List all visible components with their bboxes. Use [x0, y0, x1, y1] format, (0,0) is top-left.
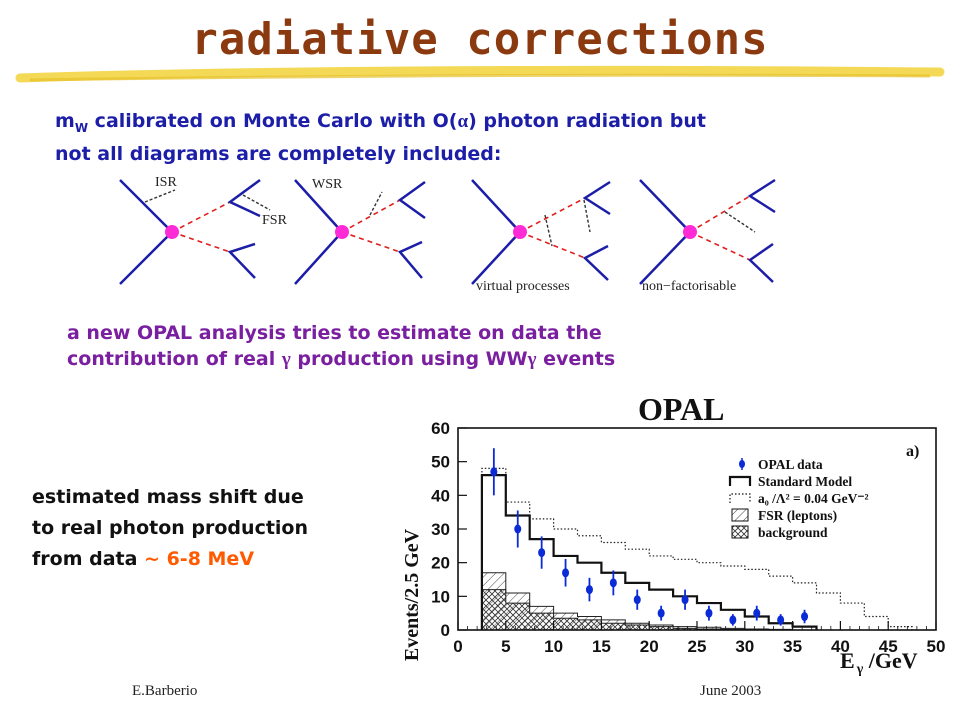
intro-part-2: ) photon radiation but: [468, 110, 706, 132]
vertex-icon: [683, 225, 697, 239]
data-point: [514, 524, 522, 534]
y-tick-label: 10: [431, 587, 450, 606]
legend-label: FSR (leptons): [758, 508, 837, 523]
x-tick-label: 0: [453, 637, 462, 656]
opal-line-2c: events: [536, 348, 616, 370]
fsr-label: FSR: [262, 213, 288, 228]
y-tick-label: 0: [441, 621, 450, 640]
diagram-isr-fsr: ISR FSR: [119, 175, 288, 285]
data-point: [657, 608, 665, 618]
diagram-virtual: virtual processes: [471, 179, 611, 294]
data-point: [490, 467, 498, 477]
legend-label: a₀ /Λ² = 0.04 GeV⁻²: [758, 491, 869, 506]
mass-shift-value: ~ 6-8 MeV: [144, 548, 255, 570]
y-tick-label: 40: [431, 486, 450, 505]
opal-analysis-text: a new OPAL analysis tries to estimate on…: [67, 320, 827, 373]
data-point: [585, 585, 593, 595]
legend-hatch-icon: [731, 508, 749, 522]
alpha-symbol: α: [457, 111, 469, 132]
feynman-diagrams: ISR FSR WSR virtual processes: [119, 175, 776, 294]
x-tick-label: 10: [544, 637, 563, 656]
legend-label: background: [758, 525, 828, 540]
x-tick-label: 5: [501, 637, 510, 656]
title-underline: [15, 65, 945, 83]
gamma-symbol: γ: [281, 349, 291, 370]
opal-line-2a: contribution of real: [67, 348, 282, 370]
data-point: [753, 608, 761, 618]
virtual-label: virtual processes: [476, 279, 570, 294]
panel-label: a): [906, 443, 919, 460]
mass-shift-text: estimated mass shift due to real photon …: [32, 482, 372, 575]
x-tick-label: 50: [927, 637, 946, 656]
shift-line-3a: from data: [32, 548, 145, 570]
y-axis-label: Events/2.5 GeV: [401, 528, 423, 661]
footer-date: June 2003: [700, 683, 762, 699]
shift-line-3: from data ~ 6-8 MeV: [32, 544, 372, 575]
nonfact-label: non−factorisable: [642, 279, 736, 294]
legend-label: Standard Model: [758, 474, 852, 489]
x-tick-label: 20: [640, 637, 659, 656]
y-tick-label: 60: [431, 419, 450, 438]
x-tick-label: 40: [831, 637, 850, 656]
x-label-e: E: [840, 648, 855, 673]
x-tick-label: 15: [592, 637, 611, 656]
x-label-unit: /GeV: [863, 648, 917, 673]
intro-line-1: mW calibrated on Monte Carlo with O(α) p…: [55, 108, 875, 141]
data-point: [609, 578, 617, 588]
intro-part-1: calibrated on Monte Carlo with O(: [88, 110, 458, 132]
data-point: [777, 615, 785, 625]
opal-line-2: contribution of real γ production using …: [67, 346, 827, 373]
vertex-icon: [513, 225, 527, 239]
slide-title: radiative corrections: [191, 14, 769, 65]
x-tick-label: 35: [783, 637, 802, 656]
y-tick-label: 20: [431, 554, 450, 573]
data-point: [633, 595, 641, 605]
plot-area: 0 5 10 15 20 25 30 35 40 45 50 0 10 20 30 40 50 60 a) OPAL …: [431, 419, 945, 656]
y-tick-label: 30: [431, 520, 450, 539]
intro-text: mW calibrated on Monte Carlo with O(α) p…: [55, 108, 875, 167]
diagram-nonfactorisable: non−factorisable: [639, 178, 776, 294]
x-label-gamma: γ: [856, 662, 864, 677]
chart-title: OPAL: [638, 391, 725, 427]
isr-label: ISR: [155, 175, 177, 190]
legend-data-icon: [739, 460, 745, 468]
mw-m: m: [55, 110, 75, 132]
data-point: [562, 568, 570, 578]
x-tick-label: 30: [735, 637, 754, 656]
opal-line-1: a new OPAL analysis tries to estimate on…: [67, 322, 602, 344]
data-point: [705, 608, 713, 618]
vertex-icon: [165, 225, 179, 239]
legend-crosshatch-icon: [731, 525, 749, 539]
x-tick-label: 25: [688, 637, 707, 656]
shift-line-2: to real photon production: [32, 517, 309, 539]
footer-author: E.Barberio: [132, 683, 198, 699]
vertex-icon: [335, 225, 349, 239]
opal-line-2b: production using WW: [290, 348, 528, 370]
data-point: [729, 615, 737, 625]
intro-line-2: not all diagrams are completely included…: [55, 142, 502, 165]
gamma-symbol-2: γ: [527, 349, 537, 370]
legend-label: OPAL data: [758, 457, 823, 472]
mw-subscript: W: [74, 120, 89, 135]
wsr-label: WSR: [312, 177, 343, 192]
shift-line-1: estimated mass shift due: [32, 486, 304, 508]
x-tick-label: 45: [879, 637, 898, 656]
anomalous-coupling-histogram: [481, 467, 913, 630]
standard-model-histogram: [480, 474, 818, 630]
data-point: [801, 612, 809, 622]
legend-line-icon: [728, 475, 752, 486]
y-tick-label: 50: [431, 453, 450, 472]
diagram-wsr: WSR: [294, 177, 426, 285]
legend-dotted-icon: [729, 493, 751, 503]
data-point: [538, 548, 546, 558]
data-point: [681, 595, 689, 605]
